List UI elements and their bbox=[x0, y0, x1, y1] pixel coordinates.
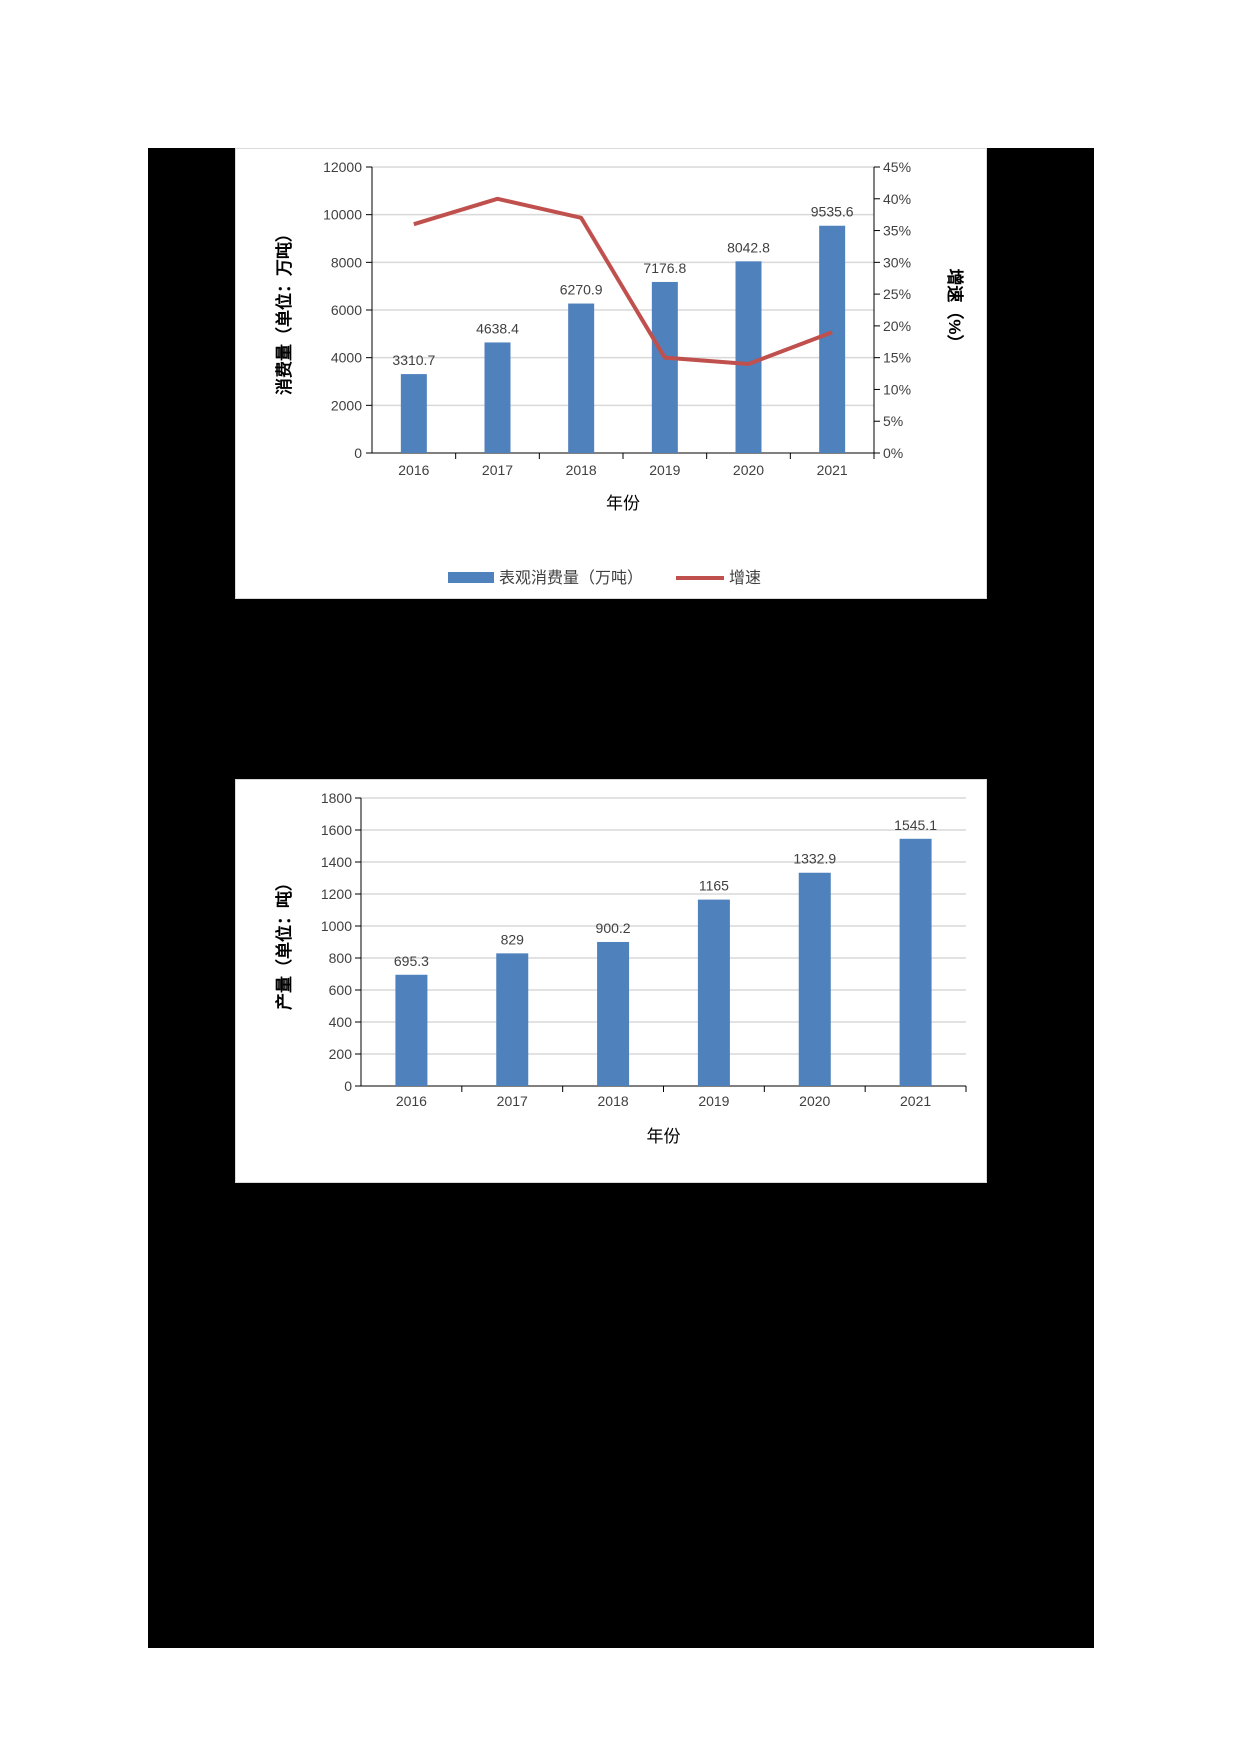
bar bbox=[496, 953, 529, 1086]
y-tick-label: 6000 bbox=[331, 302, 362, 318]
x-axis-title: 年份 bbox=[606, 494, 640, 513]
data-label: 8042.8 bbox=[727, 239, 770, 255]
x-tick-label: 2016 bbox=[398, 462, 429, 478]
y-tick-label: 1200 bbox=[321, 886, 352, 902]
y2-tick-label: 25% bbox=[883, 286, 911, 302]
y2-tick-label: 15% bbox=[883, 350, 911, 366]
y-axis-title: 消费量（单位：万吨） bbox=[274, 225, 294, 395]
data-label: 3310.7 bbox=[392, 352, 435, 368]
data-label: 900.2 bbox=[596, 920, 631, 936]
y-tick-label: 0 bbox=[354, 445, 362, 461]
data-label: 1332.9 bbox=[793, 851, 836, 867]
y2-tick-label: 40% bbox=[883, 191, 911, 207]
growth-line bbox=[413, 196, 833, 367]
y-tick-label: 1400 bbox=[321, 854, 352, 870]
y-tick-label: 8000 bbox=[331, 254, 362, 270]
x-tick-label: 2020 bbox=[733, 462, 764, 478]
consumption-chart-plot: 0 2000 4000 6000 8000 10000 12000 0% 5% 10% 15% 20%… bbox=[274, 159, 965, 587]
production-chart-plot: 0 200 400 600 800 1000 1200 1400 1600 1800 695.3 20… bbox=[274, 790, 967, 1146]
y2-tick-label: 20% bbox=[883, 318, 911, 334]
y2-tick-label: 45% bbox=[883, 159, 911, 175]
bar bbox=[651, 281, 678, 453]
y-tick-label: 1000 bbox=[321, 918, 352, 934]
bar bbox=[697, 899, 730, 1086]
legend-bar-swatch bbox=[448, 572, 494, 583]
x-tick-label: 2020 bbox=[799, 1093, 830, 1109]
y2-tick-label: 0% bbox=[883, 445, 903, 461]
x-tick-label: 2021 bbox=[817, 462, 848, 478]
x-tick-label: 2021 bbox=[900, 1093, 931, 1109]
bar bbox=[597, 941, 630, 1086]
y-tick-label: 4000 bbox=[331, 350, 362, 366]
bar bbox=[395, 974, 428, 1086]
y-tick-label: 2000 bbox=[331, 397, 362, 413]
bar bbox=[484, 342, 511, 453]
y-tick-label: 10000 bbox=[323, 207, 362, 223]
y-tick-label: 12000 bbox=[323, 159, 362, 175]
y-tick-label: 400 bbox=[329, 1014, 353, 1030]
legend-bar-label: 表观消费量（万吨） bbox=[499, 569, 643, 587]
x-tick-label: 2019 bbox=[698, 1093, 729, 1109]
x-tick-label: 2016 bbox=[396, 1093, 427, 1109]
y-tick-label: 200 bbox=[329, 1046, 353, 1062]
data-label: 1165 bbox=[699, 878, 729, 894]
x-tick-label: 2018 bbox=[566, 462, 597, 478]
y-tick-label: 600 bbox=[329, 982, 353, 998]
x-tick-label: 2019 bbox=[649, 462, 680, 478]
bar bbox=[798, 872, 831, 1086]
data-label: 829 bbox=[501, 931, 525, 947]
data-label: 9535.6 bbox=[811, 204, 854, 220]
y-tick-label: 1800 bbox=[321, 790, 352, 806]
legend-line-label: 增速 bbox=[729, 569, 761, 587]
data-label: 4638.4 bbox=[476, 320, 519, 336]
x-tick-label: 2017 bbox=[482, 462, 513, 478]
y2-tick-label: 35% bbox=[883, 223, 911, 239]
bar bbox=[400, 374, 427, 453]
y2-tick-label: 5% bbox=[883, 413, 903, 429]
y-tick-label: 800 bbox=[329, 950, 353, 966]
bar bbox=[568, 303, 595, 453]
y-axis-title: 产量（单位：吨） bbox=[274, 874, 294, 1010]
x-tick-label: 2018 bbox=[598, 1093, 629, 1109]
bar bbox=[899, 838, 932, 1086]
data-label: 1545.1 bbox=[894, 817, 937, 833]
data-label: 695.3 bbox=[394, 953, 429, 969]
production-chart: 0 200 400 600 800 1000 1200 1400 1600 1800 695.3 20… bbox=[235, 779, 987, 1183]
y-tick-label: 0 bbox=[344, 1078, 352, 1094]
x-axis-title: 年份 bbox=[647, 1127, 681, 1146]
bar bbox=[819, 225, 846, 453]
y2-tick-label: 10% bbox=[883, 381, 911, 397]
y2-tick-label: 30% bbox=[883, 254, 911, 270]
y2-axis-title: 增速（%） bbox=[945, 268, 965, 351]
bar bbox=[735, 261, 762, 453]
data-label: 7176.8 bbox=[643, 260, 686, 276]
data-label: 6270.9 bbox=[560, 282, 603, 298]
consumption-chart: 0 2000 4000 6000 8000 10000 12000 0% 5% 10% 15% 20%… bbox=[235, 148, 987, 599]
y-tick-label: 1600 bbox=[321, 822, 352, 838]
x-tick-label: 2017 bbox=[497, 1093, 528, 1109]
